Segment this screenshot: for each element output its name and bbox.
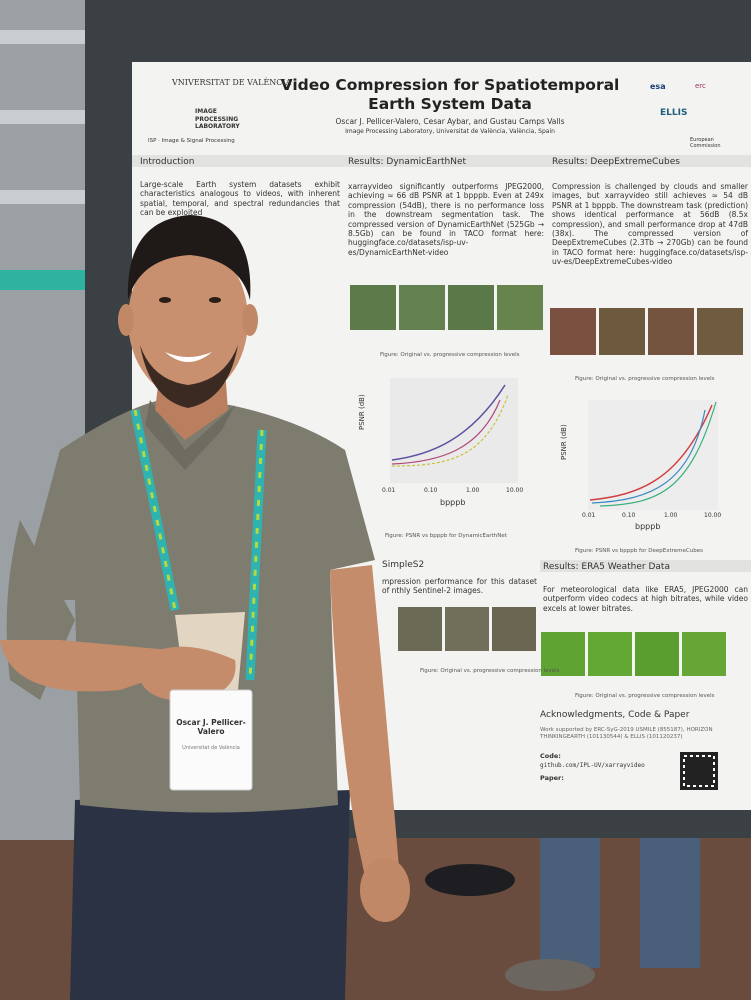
shoe	[505, 959, 595, 991]
hand	[360, 858, 410, 922]
arm	[0, 640, 180, 692]
logo-text: VNIVERSITAT DE VALÈNCIA	[172, 78, 292, 87]
qr-code	[680, 752, 718, 790]
beard	[140, 345, 238, 408]
x-tick-label: 1.00	[664, 512, 678, 519]
x-tick-label: 10.00	[506, 487, 524, 494]
section-text: Large-scale Earth system datasets exhibi…	[140, 180, 340, 218]
section-heading: Acknowledgments, Code & Paper	[540, 710, 690, 720]
paper-label: Paper:	[540, 774, 564, 782]
banner	[0, 270, 85, 290]
section-heading: Results: DynamicEarthNet	[348, 157, 467, 167]
logo-text: ELLIS	[660, 108, 688, 118]
beam	[0, 190, 85, 204]
section-text: For meteorological data like ERA5, JPEG2…	[543, 585, 748, 613]
face	[128, 242, 248, 398]
section-text: Compression is challenged by clouds and …	[552, 182, 748, 266]
eye	[159, 297, 171, 303]
code-url: github.com/IPL-UV/xarrayvideo	[540, 762, 645, 769]
section-text: Work supported by ERC-SyG-2019 USMILE (8…	[540, 727, 713, 740]
beam	[0, 30, 85, 44]
x-tick-label: 10.00	[704, 512, 722, 519]
logo-text: erc	[695, 82, 706, 90]
caption: Figure: PSNR vs bpppb for DynamicEarthNe…	[385, 533, 507, 539]
jeans	[640, 838, 700, 968]
affiliation: Image Processing Laboratory, Universitat…	[345, 128, 555, 135]
ear	[118, 304, 134, 336]
polo-shirt	[20, 400, 375, 813]
code-label: Code:	[540, 752, 561, 760]
section-heading: SimpleS2	[382, 560, 425, 570]
shoe	[425, 864, 515, 896]
thumbnails	[350, 285, 743, 676]
x-axis-label: bpppb	[635, 522, 661, 531]
logo-text: ISP · Image & Signal Processing	[148, 138, 235, 144]
building	[0, 0, 90, 840]
badge-name: Oscar J. Pellicer-Valero	[176, 718, 246, 737]
logo-text: European Commission	[690, 137, 721, 150]
caption: Figure: Original vs. progressive compres…	[420, 668, 560, 674]
section-heading: Results: ERA5 Weather Data	[543, 562, 670, 572]
jeans	[540, 838, 600, 968]
caption: Figure: PSNR vs bpppb for DeepExtremeCub…	[575, 548, 703, 554]
caption: Figure: Original vs. progressive compres…	[380, 352, 520, 358]
section-text: mpression performance for this dataset o…	[382, 577, 537, 596]
caption: Figure: Original vs. progressive compres…	[575, 693, 715, 699]
badge-org: Universitat de València	[182, 745, 240, 751]
jeans	[70, 790, 350, 1000]
section-text: xarrayvideo significantly outperforms JP…	[348, 182, 544, 257]
x-tick-label: 0.01	[582, 512, 596, 519]
x-axis-label: bpppb	[440, 498, 466, 507]
arm	[330, 565, 400, 900]
x-tick-label: 0.01	[382, 487, 396, 494]
section-heading: Results: DeepExtremeCubes	[552, 157, 680, 167]
x-tick-label: 0.10	[622, 512, 636, 519]
logo-text: esa	[650, 82, 666, 91]
logo-text: IMAGE PROCESSING LABORATORY	[195, 108, 240, 130]
caption: Figure: Original vs. progressive compres…	[575, 376, 715, 382]
plot	[390, 378, 518, 483]
x-tick-label: 1.00	[466, 487, 480, 494]
header-band	[132, 155, 751, 167]
x-tick-label: 0.10	[424, 487, 438, 494]
smile	[165, 352, 212, 362]
beam	[0, 110, 85, 124]
badge	[169, 689, 253, 791]
authors: Oscar J. Pellicer-Valero, Cesar Aybar, a…	[335, 117, 565, 126]
ear	[242, 304, 258, 336]
poster-title: Video Compression for Spatiotemporal Ear…	[280, 76, 620, 114]
hair	[127, 215, 251, 300]
collar	[145, 400, 235, 470]
hand	[140, 646, 236, 701]
eye	[209, 297, 221, 303]
plot	[588, 400, 718, 510]
header-band	[540, 560, 751, 572]
section-heading: Introduction	[140, 157, 195, 167]
